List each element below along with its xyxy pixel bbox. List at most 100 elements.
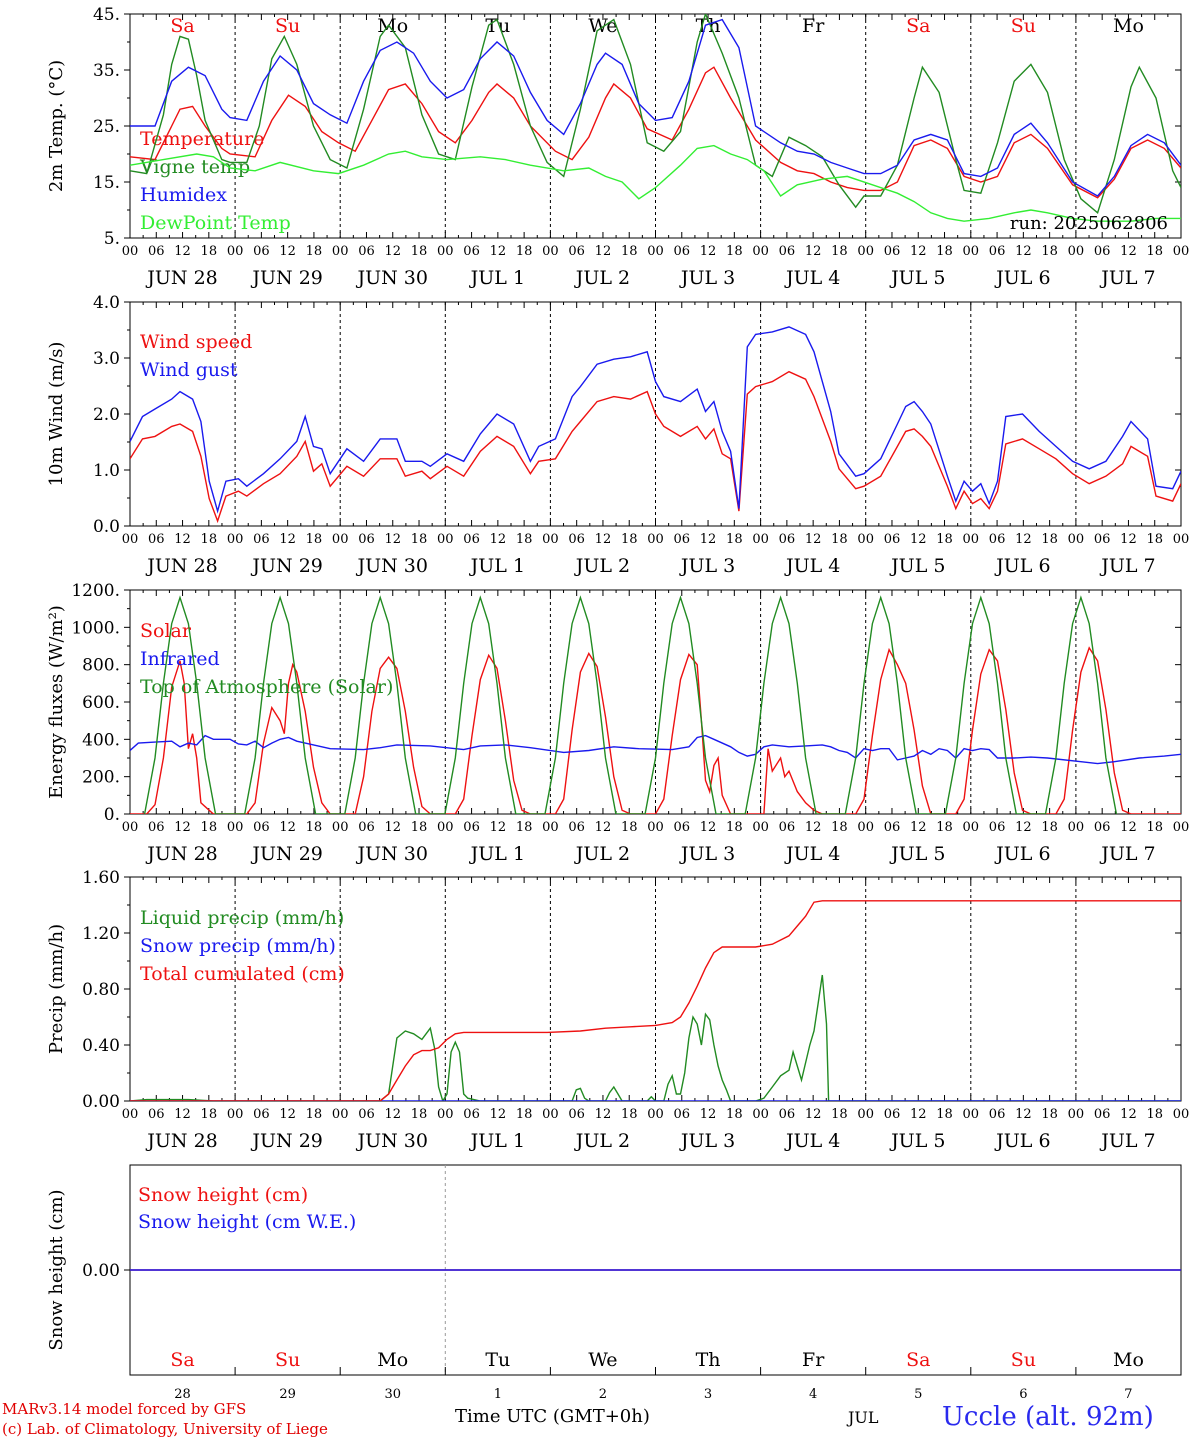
hour-label: 00 [122,244,139,259]
hour-label: 00 [963,1107,980,1122]
date-label: JUL 3 [679,555,735,577]
date-label: JUL 5 [889,1130,945,1152]
date-label: JUN 28 [145,267,217,289]
date-label: JUN 29 [250,267,322,289]
date-label: JUL 4 [784,555,840,577]
hour-label: 12 [910,820,927,835]
date-number-label: 5 [914,1387,922,1402]
hour-label: 00 [437,532,454,547]
y-tick-label: 4.0 [93,293,120,313]
hour-label: 00 [1068,1107,1085,1122]
hour-label: 12 [595,532,612,547]
hour-label: 12 [384,532,401,547]
legend-entry: Wind gust [140,359,238,381]
hour-label: 18 [621,1107,638,1122]
hour-label: 12 [595,820,612,835]
hour-label: 18 [411,1107,428,1122]
hour-label: 18 [516,820,533,835]
hour-label: 06 [1094,244,1111,259]
date-label: JUL 6 [994,843,1050,865]
hour-label: 18 [201,532,218,547]
hour-label: 00 [647,1107,664,1122]
date-label: JUL 1 [469,1130,525,1152]
date-number-label: 6 [1019,1387,1027,1402]
y-tick-label: 400. [82,730,120,750]
date-label: JUL 3 [679,267,735,289]
hour-label: 00 [437,820,454,835]
hour-label: 18 [831,244,848,259]
hour-label: 18 [621,532,638,547]
hour-label: 00 [227,820,244,835]
hour-label: 00 [647,532,664,547]
date-label: JUN 28 [145,1130,217,1152]
hour-label: 00 [122,532,139,547]
date-number-label: 4 [809,1387,817,1402]
hour-label: 06 [463,1107,480,1122]
hour-label: 18 [621,820,638,835]
hour-label: 00 [122,1107,139,1122]
y-axis-label: 2m Temp. (°C) [46,60,67,192]
date-label: JUN 30 [356,1130,428,1152]
hour-label: 06 [148,820,165,835]
lab-credit: (c) Lab. of Climatology, University of L… [2,1420,328,1438]
legend-entry: Liquid precip (mm/h) [140,907,344,929]
hour-label: 06 [884,532,901,547]
hour-label: 12 [805,532,822,547]
hour-label: 12 [805,244,822,259]
hour-label: 12 [595,244,612,259]
date-number-label: 7 [1124,1387,1132,1402]
hour-label: 12 [700,820,717,835]
series-line-top-of-atmosphere-solar- [143,595,1118,814]
legend-entry: Infrared [140,648,220,670]
hour-label: 06 [463,820,480,835]
hour-label: 18 [831,820,848,835]
weekday-label: Mo [1113,1349,1144,1371]
hour-label: 06 [253,1107,270,1122]
series-line-solar [130,646,1181,814]
hour-label: 12 [174,820,191,835]
date-label: JUL 4 [784,1130,840,1152]
legend-entry: Temperature [140,128,264,150]
hour-label: 18 [1146,1107,1163,1122]
month-label: JUL [848,1408,879,1427]
hour-label: 12 [910,532,927,547]
weekday-label: Sa [906,1349,930,1371]
hour-label: 00 [332,820,349,835]
date-label: JUL 1 [469,555,525,577]
hour-label: 00 [332,244,349,259]
hour-label: 06 [358,1107,375,1122]
hour-label: 06 [148,244,165,259]
weekday-label: Sa [906,15,930,37]
weekday-label: Tu [485,1349,510,1371]
hour-label: 06 [674,1107,691,1122]
hour-label: 00 [1173,1107,1190,1122]
hour-label: 06 [253,820,270,835]
hour-label: 00 [752,532,769,547]
hour-label: 18 [201,1107,218,1122]
hour-label: 18 [831,1107,848,1122]
hour-label: 00 [1173,820,1190,835]
hour-label: 06 [989,244,1006,259]
hour-label: 06 [779,1107,796,1122]
y-tick-label: 1200. [71,581,120,601]
hour-label: 18 [516,532,533,547]
hour-label: 18 [1041,1107,1058,1122]
y-tick-label: 5. [104,229,120,249]
hour-label: 06 [568,1107,585,1122]
model-credit: MARv3.14 model forced by GFS [2,1400,247,1418]
date-label: JUN 30 [356,267,428,289]
hour-label: 00 [542,820,559,835]
hour-label: 00 [647,244,664,259]
hour-label: 12 [700,244,717,259]
hour-label: 00 [1068,532,1085,547]
weekday-label: Sa [170,15,194,37]
weekday-label: Th [696,15,721,37]
hour-label: 18 [726,1107,743,1122]
date-label: JUL 2 [574,267,630,289]
legend-entry: Snow height (cm) [138,1184,308,1206]
hour-label: 18 [1041,532,1058,547]
weekday-label: Fr [802,15,825,37]
weekday-label: Mo [377,1349,408,1371]
hour-label: 00 [542,244,559,259]
